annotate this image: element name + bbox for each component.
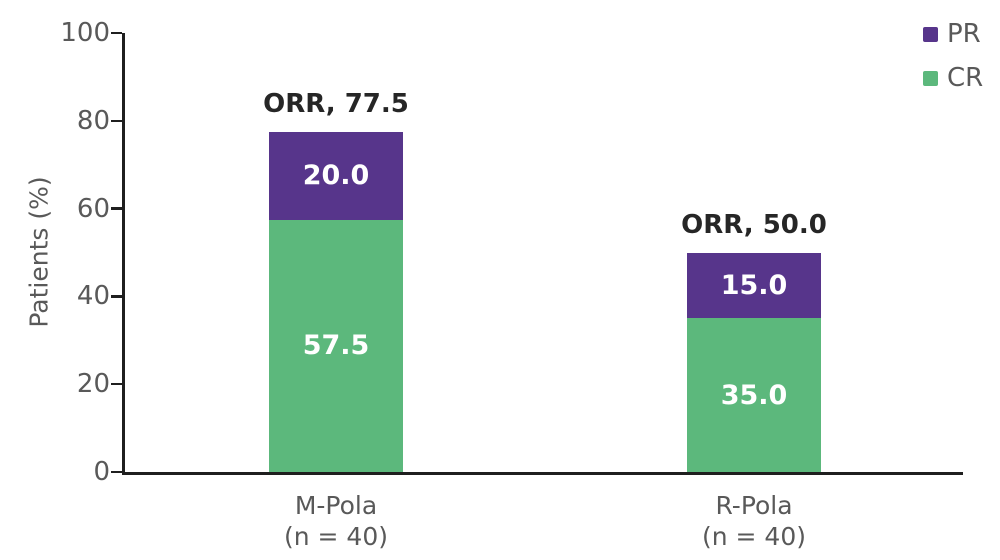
legend-item-pr: PR xyxy=(923,12,983,56)
y-axis-tick xyxy=(111,295,122,298)
x-category-name-r-pola: R-Pola xyxy=(715,491,793,520)
x-axis-line xyxy=(122,472,963,475)
legend-swatch-cr xyxy=(923,70,938,86)
bar-segment-cr-m-pola: 57.5 xyxy=(269,219,403,472)
y-tick-label: 100 xyxy=(60,18,110,48)
segment-value-cr-m-pola: 57.5 xyxy=(302,330,370,362)
y-tick-label: 0 xyxy=(93,457,110,487)
legend-item-cr: CR xyxy=(923,56,983,100)
y-axis-line xyxy=(122,33,125,474)
y-tick-label: 80 xyxy=(76,105,110,136)
y-axis-tick xyxy=(111,207,122,210)
y-axis-tick xyxy=(111,382,122,386)
x-category-name-m-pola: M-Pola xyxy=(294,491,378,520)
y-tick-label: 40 xyxy=(76,281,110,312)
x-category-label-m-pola: M-Pola (n = 40) xyxy=(226,490,446,552)
segment-value-pr-m-pola: 20.0 xyxy=(302,160,370,192)
legend: PR CR xyxy=(923,12,983,100)
y-tick-label: 60 xyxy=(76,193,110,224)
bar-segment-pr-r-pola: 15.0 xyxy=(687,252,821,319)
x-category-sublabel-r-pola: (n = 40) xyxy=(701,522,806,551)
bar-segment-pr-m-pola: 20.0 xyxy=(269,131,403,220)
legend-swatch-pr xyxy=(923,26,938,42)
y-axis-tick xyxy=(111,31,122,35)
x-category-sublabel-m-pola: (n = 40) xyxy=(283,522,388,551)
segment-value-pr-r-pola: 15.0 xyxy=(720,269,788,301)
orr-total-label-r-pola: ORR, 50.0 xyxy=(681,209,827,240)
legend-label-cr: CR xyxy=(947,63,984,93)
bar-segment-cr-r-pola: 35.0 xyxy=(687,318,821,472)
y-axis-tick xyxy=(111,470,122,474)
x-category-label-r-pola: R-Pola (n = 40) xyxy=(644,490,864,552)
legend-label-pr: PR xyxy=(947,19,981,49)
orr-total-label-m-pola: ORR, 77.5 xyxy=(263,88,409,119)
y-axis-tick xyxy=(111,119,122,123)
y-tick-label: 20 xyxy=(76,369,110,400)
segment-value-cr-r-pola: 35.0 xyxy=(720,379,788,411)
